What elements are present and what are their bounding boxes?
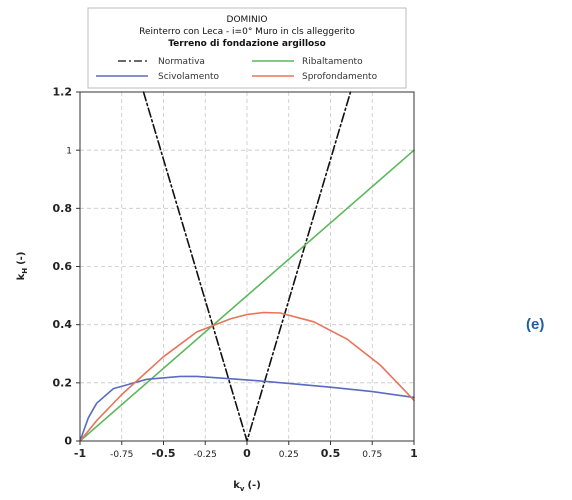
x-axis-label-unit: (-) — [247, 480, 260, 491]
series-line-scivolamento — [79, 375, 415, 442]
x-tick-label: -0.25 — [194, 450, 217, 460]
series-line-sprofondamento — [79, 311, 415, 442]
x-tick-label: 0.75 — [362, 450, 382, 460]
legend: DOMINIO Reinterro con Leca - i=0° Muro i… — [87, 7, 407, 89]
y-tick-label: 0.8 — [53, 202, 73, 215]
y-tick-label: 1 — [66, 147, 72, 157]
y-axis-label: kH (-) — [16, 252, 29, 281]
y-axis-label-sub: H — [21, 268, 29, 274]
panel-tag: (e) — [526, 316, 545, 333]
x-tick-label: 0 — [243, 447, 251, 460]
x-tick-label: 1 — [410, 447, 418, 460]
y-tick-label: 0 — [64, 435, 72, 448]
y-tick-labels: 0 0.2 0.4 0.6 0.8 1 1.2 — [53, 86, 80, 448]
legend-title-line-3: Terreno di fondazione argilloso — [168, 39, 326, 49]
x-axis-label-main: k — [233, 480, 240, 491]
y-tick-label: 1.2 — [53, 86, 73, 99]
x-tick-label: -0.75 — [110, 450, 133, 460]
legend-title-line-2: Reinterro con Leca - i=0° Muro in cls al… — [139, 27, 355, 37]
gridlines — [80, 92, 414, 441]
legend-label-sprofondamento: Sprofondamento — [302, 72, 378, 82]
y-tick-label: 0.2 — [53, 376, 73, 389]
x-tick-label: 0.5 — [321, 447, 341, 460]
series-line-ribaltamento — [79, 149, 415, 442]
legend-label-ribaltamento: Ribaltamento — [302, 57, 363, 67]
y-tick-label: 0.6 — [53, 260, 73, 273]
y-tick-label: 0.4 — [53, 318, 73, 331]
legend-label-scivolamento: Scivolamento — [158, 72, 220, 82]
legend-title-line-1: DOMINIO — [227, 15, 268, 25]
x-tick-label: -0.5 — [151, 447, 175, 460]
x-axis-label: kv (-) — [233, 480, 261, 493]
legend-box — [87, 7, 407, 89]
legend-label-normativa: Normativa — [158, 57, 205, 67]
x-tick-labels: -1 -0.75 -0.5 -0.25 0 0.25 0.5 0.75 1 — [74, 441, 418, 460]
y-axis-label-main: k — [16, 273, 27, 280]
x-axis-label-sub: v — [240, 485, 245, 493]
x-tick-label: -1 — [74, 447, 86, 460]
x-tick-label: 0.25 — [279, 450, 299, 460]
y-axis-label-unit: (-) — [16, 252, 27, 265]
